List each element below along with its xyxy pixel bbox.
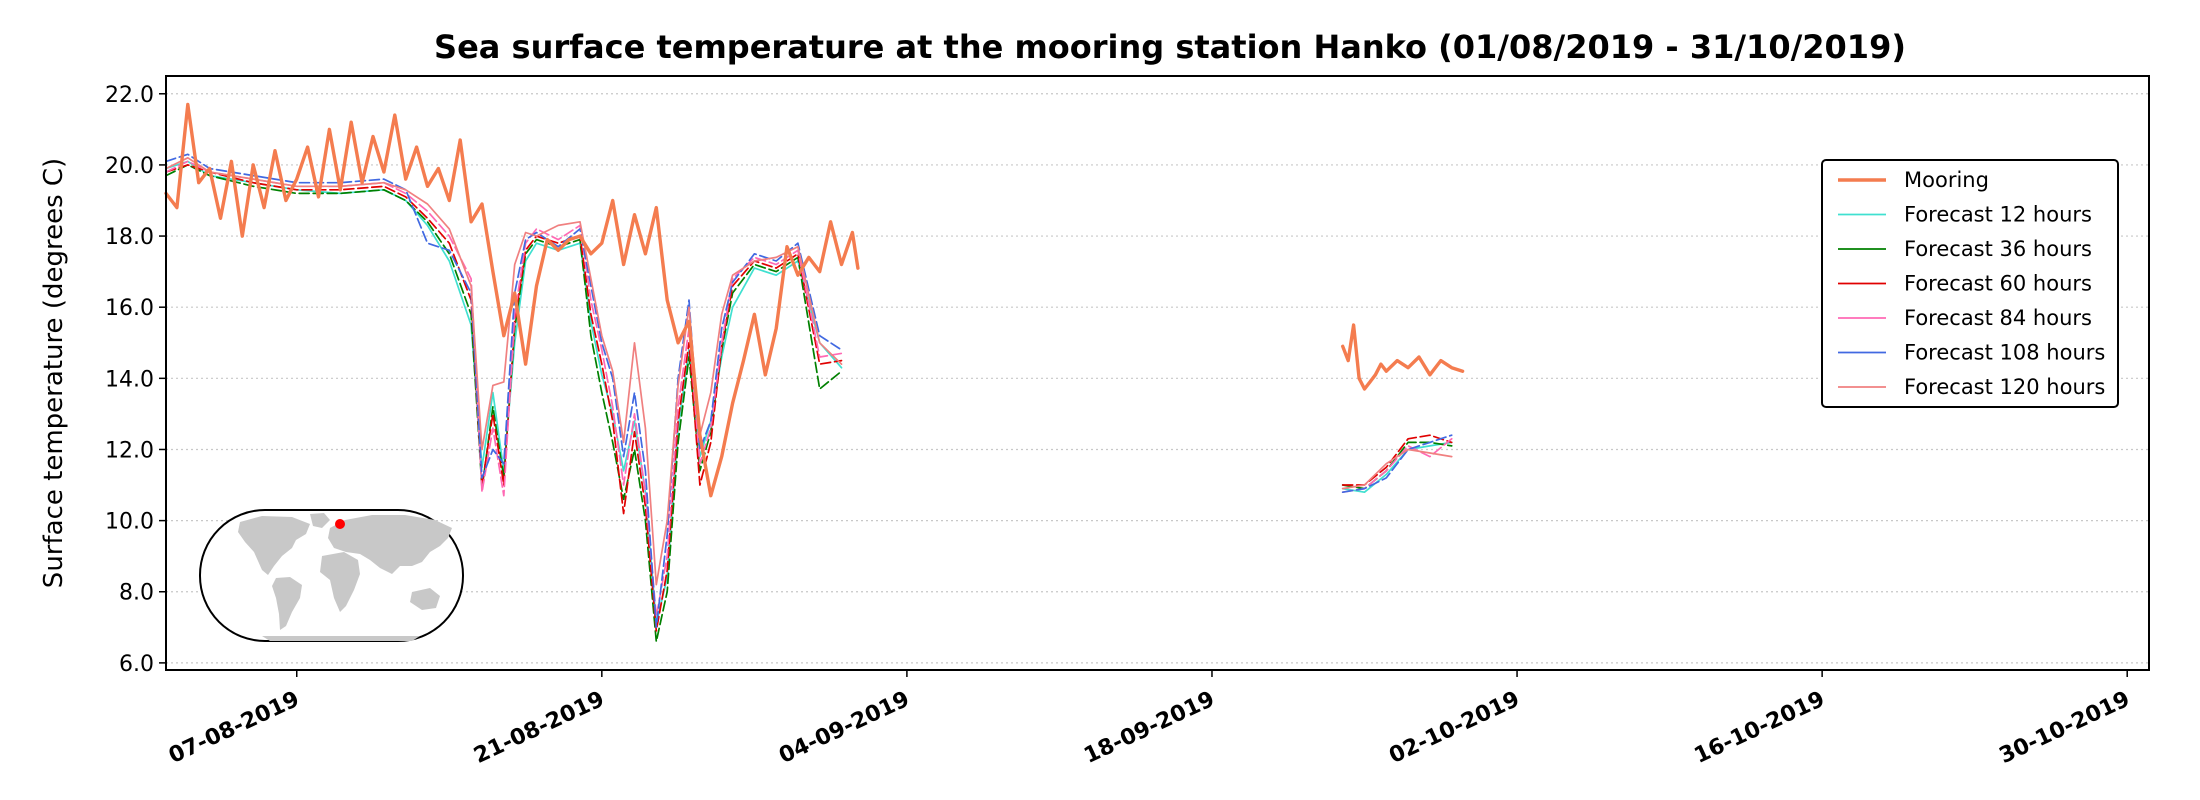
series-forecast-120-hours [165,156,1453,586]
y-tick-label: 6.0 [119,652,154,677]
legend-label: Forecast 84 hours [1904,306,2092,330]
legend-label: Forecast 108 hours [1904,341,2105,365]
y-tick-label: 12.0 [105,438,154,463]
x-tick-label: 16-10-2019 [1691,687,1829,769]
series-mooring [164,102,1465,498]
y-axis-label: Surface temperature (degrees C) [39,158,69,588]
north-america-shape [238,516,310,575]
series-line [1341,434,1453,494]
x-tick-label: 02-10-2019 [1385,687,1523,769]
map-land [238,513,452,641]
south-america-shape [272,577,302,630]
series-line [1341,441,1453,490]
y-tick-label: 22.0 [105,83,154,108]
legend-box [1821,159,2119,408]
x-tick-label: 30-10-2019 [1996,687,2134,769]
y-axis: 6.0 8.0 10.0 12.0 14.0 16.0 18.0 20.0 22.0 [105,83,166,677]
x-tick-label: 04-09-2019 [775,687,913,769]
plot-frame [165,75,2150,671]
world-map-inset [199,509,464,642]
y-tick-label: 20.0 [105,154,154,179]
antarctica-shape [262,636,420,641]
legend-label: Forecast 120 hours [1904,375,2105,399]
greenland-shape [310,513,330,528]
x-axis: 07-08-2019 21-08-2019 04-09-2019 18-09-2019… [165,670,2134,769]
legend-label: Mooring [1904,168,1989,192]
series-line [164,102,860,498]
x-tick-label: 18-09-2019 [1080,687,1218,769]
series-line [165,153,843,629]
series-lines [164,102,1465,643]
legend-items: Mooring Forecast 12 hours Forecast 36 hour… [1838,168,2105,399]
y-tick-label: 8.0 [119,581,154,606]
legend-label: Forecast 12 hours [1904,203,2092,227]
series-line [1341,448,1453,490]
legend-label: Forecast 36 hours [1904,237,2092,261]
legend: Mooring Forecast 12 hours Forecast 36 hour… [1821,159,2119,408]
station-location-marker [335,519,345,529]
y-tick-label: 16.0 [105,296,154,321]
y-tick-label: 10.0 [105,510,154,535]
x-tick-label: 07-08-2019 [165,687,303,769]
australia-shape [410,588,440,610]
chart-title: Sea surface temperature at the mooring s… [434,28,1906,66]
series-line [1340,323,1465,391]
africa-shape [320,552,360,612]
series-line [1341,441,1453,494]
series-line [165,156,843,586]
series-forecast-108-hours [165,153,1453,629]
y-tick-label: 14.0 [105,367,154,392]
legend-label: Forecast 60 hours [1904,272,2092,296]
x-tick-label: 21-08-2019 [470,687,608,769]
eurasia-shape [328,515,452,574]
y-tick-label: 18.0 [105,225,154,250]
